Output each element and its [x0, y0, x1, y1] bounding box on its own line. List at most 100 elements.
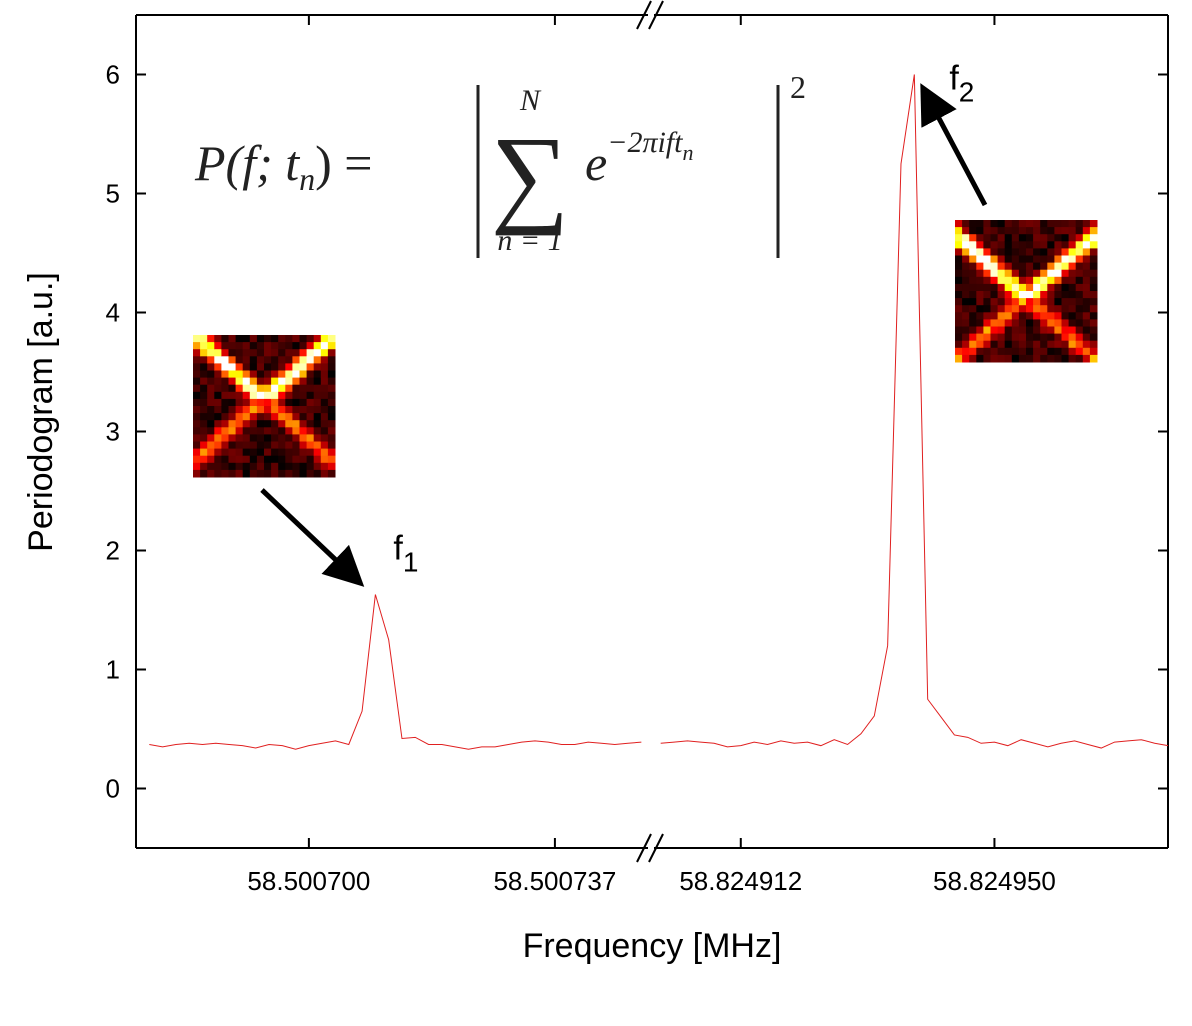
- heatmap-pixel: [214, 406, 222, 414]
- heatmap-pixel: [969, 354, 977, 363]
- heatmap-pixel: [299, 462, 308, 471]
- heatmap-pixel: [292, 462, 300, 471]
- heatmap-pixel: [313, 349, 322, 357]
- heatmap-pixel: [228, 391, 237, 400]
- heatmap-pixel: [1033, 333, 1041, 342]
- heatmap-pixel: [214, 420, 222, 428]
- heatmap-pixel: [292, 335, 300, 343]
- heatmap-pixel: [285, 441, 293, 450]
- heatmap-pixel: [221, 413, 229, 421]
- heatmap-pixel: [278, 349, 286, 357]
- heatmap-pixel: [955, 312, 963, 320]
- heatmap-pixel: [962, 227, 970, 235]
- heatmap-pixel: [1089, 347, 1098, 356]
- heatmap-pixel: [1011, 291, 1020, 299]
- heatmap-pixel: [221, 406, 229, 414]
- heatmap-pixel: [1011, 298, 1020, 306]
- heatmap-pixel: [1054, 262, 1062, 271]
- heatmap-pixel: [327, 462, 336, 471]
- heatmap-pixel: [1054, 298, 1062, 306]
- heatmap-pixel: [285, 370, 293, 379]
- heatmap-pixel: [1033, 269, 1041, 278]
- heatmap-pixel: [1026, 234, 1034, 242]
- heatmap-pixel: [997, 241, 1006, 249]
- heatmap-pixel: [235, 406, 244, 414]
- heatmap-pixel: [285, 363, 293, 371]
- heatmap-pixel: [1075, 241, 1084, 249]
- heatmap-pixel: [249, 427, 258, 435]
- heatmap-pixel: [327, 363, 336, 371]
- heatmap-pixel: [320, 448, 329, 457]
- heatmap-pixel: [1061, 234, 1070, 242]
- heatmap-pixel: [256, 427, 265, 435]
- heatmap-pixel: [313, 363, 322, 371]
- heatmap-pixel: [1004, 262, 1013, 271]
- heatmap-pixel: [997, 291, 1006, 299]
- heatmap-pixel: [264, 342, 272, 350]
- heatmap-pixel: [200, 420, 208, 428]
- heatmap-pixel: [292, 342, 300, 350]
- heatmap-pixel: [285, 462, 293, 471]
- heatmap-pixel: [969, 241, 977, 249]
- heatmap-pixel: [997, 347, 1006, 356]
- heatmap-pixel: [193, 455, 201, 464]
- formula-part: e: [585, 135, 607, 191]
- heatmap-pixel: [1075, 276, 1084, 285]
- heatmap-pixel: [1047, 269, 1055, 278]
- heatmap-pixel: [200, 427, 208, 435]
- heatmap-pixel: [1061, 347, 1070, 356]
- heatmap-pixel: [292, 469, 300, 478]
- heatmap-pixel: [242, 384, 251, 393]
- heatmap-pixel: [242, 420, 251, 428]
- heatmap-pixel: [200, 370, 208, 379]
- heatmap-pixel: [1047, 333, 1055, 342]
- heatmap-pixel: [207, 349, 215, 357]
- heatmap-pixel: [200, 434, 208, 442]
- heatmap-pixel: [962, 347, 970, 356]
- heatmap-pixel: [1047, 241, 1055, 249]
- heatmap-pixel: [264, 349, 272, 357]
- heatmap-pixel: [955, 298, 963, 306]
- heatmap-pixel: [292, 427, 300, 435]
- heatmap-pixel: [327, 469, 336, 478]
- heatmap-pixel: [1026, 312, 1034, 320]
- heatmap-pixel: [1054, 333, 1062, 342]
- heatmap-pixel: [1075, 269, 1084, 278]
- y-tick-label: 6: [106, 60, 120, 90]
- heatmap-pixel: [320, 427, 329, 435]
- heatmap-pixel: [278, 462, 286, 471]
- heatmap-pixel: [990, 234, 999, 242]
- heatmap-pixel: [976, 340, 984, 349]
- heatmap-pixel: [1068, 241, 1077, 249]
- heatmap-pixel: [1047, 291, 1055, 299]
- heatmap-pixel: [235, 349, 244, 357]
- heatmap-pixel: [313, 370, 322, 379]
- heatmap-pixel: [242, 363, 251, 371]
- heatmap-pixel: [1061, 255, 1070, 264]
- heatmap-pixel: [320, 335, 329, 343]
- heatmap-pixel: [278, 455, 286, 464]
- heatmap-pixel: [1033, 312, 1041, 320]
- heatmap-pixel: [327, 377, 336, 386]
- heatmap-pixel: [1054, 340, 1062, 349]
- peak-label-text: f: [949, 60, 959, 98]
- heatmap-pixel: [1047, 298, 1055, 306]
- heatmap-pixel: [1018, 269, 1027, 278]
- heatmap-pixel: [271, 335, 279, 343]
- y-tick-label: 1: [106, 655, 120, 685]
- heatmap-pixel: [997, 298, 1006, 306]
- heatmap-pixel: [320, 441, 329, 450]
- heatmap-pixel: [1011, 248, 1020, 256]
- heatmap-pixel: [235, 462, 244, 471]
- heatmap-pixel: [256, 384, 265, 393]
- heatmap-pixel: [983, 347, 991, 356]
- heatmap-pixel: [969, 305, 977, 313]
- heatmap-pixel: [1026, 333, 1034, 342]
- heatmap-pixel: [1068, 283, 1077, 292]
- heatmap-pixel: [193, 434, 201, 442]
- heatmap-pixel: [207, 434, 215, 442]
- heatmap-pixel: [1011, 255, 1020, 264]
- heatmap-pixel: [207, 356, 215, 364]
- heatmap-pixel: [1075, 340, 1084, 349]
- heatmap-pixel: [292, 370, 300, 379]
